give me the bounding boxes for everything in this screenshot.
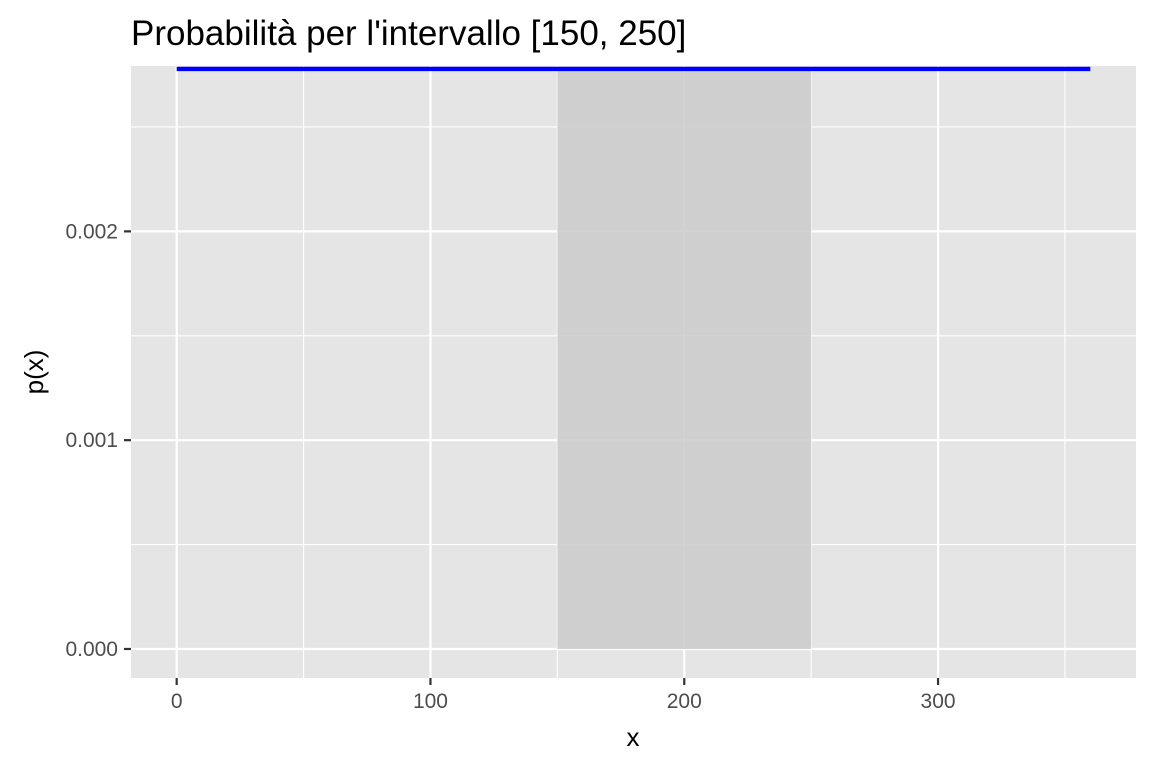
x-tick-label: 0 xyxy=(171,690,183,713)
x-tick-label: 100 xyxy=(413,690,448,713)
shaded-probability-area xyxy=(557,68,812,649)
axes: 0 100 200 300 0.000 0.001 0.002 xyxy=(65,220,955,713)
y-tick-label: 0.001 xyxy=(65,429,118,452)
y-tick-label: 0.000 xyxy=(65,638,118,661)
x-axis-title: x xyxy=(627,722,640,752)
x-tick-label: 200 xyxy=(667,690,702,713)
y-tick-label: 0.002 xyxy=(65,220,118,243)
data-marks xyxy=(176,66,1091,649)
chart-title: Probabilità per l'intervallo [150, 250] xyxy=(131,14,686,53)
y-axis-title: p(x) xyxy=(19,350,49,395)
x-tick-label: 300 xyxy=(921,690,956,713)
